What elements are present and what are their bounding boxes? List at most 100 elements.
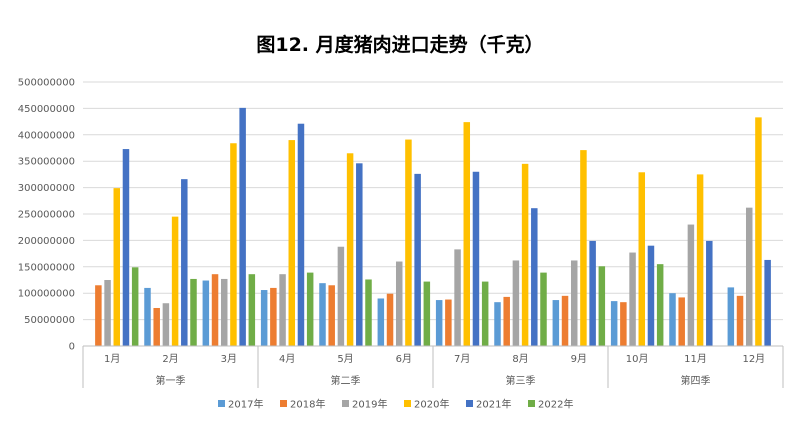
group-label: 第二季 bbox=[331, 374, 361, 387]
legend-label: 2018年 bbox=[290, 398, 325, 411]
x-tick-label: 8月 bbox=[512, 353, 528, 365]
bar bbox=[405, 139, 412, 346]
group-label: 第一季 bbox=[156, 374, 186, 387]
chart-title: 图12. 月度猪肉进口走势（千克） bbox=[256, 34, 544, 56]
bar bbox=[481, 281, 489, 346]
bar bbox=[589, 240, 596, 346]
y-tick-label: 250000000 bbox=[18, 210, 75, 221]
bar bbox=[463, 122, 471, 347]
x-tick-label: 7月 bbox=[454, 353, 470, 365]
bar bbox=[503, 296, 510, 346]
bar bbox=[610, 301, 618, 346]
bar bbox=[647, 245, 655, 346]
bar bbox=[629, 252, 636, 346]
bar bbox=[598, 266, 606, 346]
bar bbox=[540, 272, 547, 346]
y-tick-label: 450000000 bbox=[18, 104, 75, 115]
bar bbox=[638, 172, 646, 346]
bar bbox=[346, 153, 354, 346]
axes: 0 50000000 100000000 150000000 200000000 2500… bbox=[18, 78, 784, 388]
bar bbox=[230, 143, 237, 346]
legend-label: 2017年 bbox=[228, 398, 263, 411]
bar bbox=[755, 117, 762, 346]
bar bbox=[727, 287, 735, 346]
bar bbox=[328, 285, 335, 346]
bar bbox=[95, 285, 102, 346]
bar bbox=[162, 303, 170, 346]
bars bbox=[95, 107, 771, 347]
bar bbox=[356, 163, 363, 346]
bar bbox=[552, 300, 560, 346]
legend-label: 2020年 bbox=[414, 398, 449, 411]
y-tick-label: 400000000 bbox=[18, 130, 75, 141]
bar bbox=[181, 179, 188, 346]
bar bbox=[736, 295, 744, 346]
bar bbox=[319, 283, 326, 346]
bar bbox=[494, 302, 501, 346]
gridlines bbox=[83, 81, 783, 321]
bar bbox=[122, 149, 130, 346]
bar bbox=[386, 293, 394, 346]
bar bbox=[620, 302, 627, 346]
bar bbox=[153, 307, 160, 346]
bar bbox=[306, 272, 314, 346]
x-tick-label: 1月 bbox=[104, 353, 120, 365]
bar bbox=[131, 267, 139, 346]
legend-swatch bbox=[466, 400, 473, 407]
legend-swatch bbox=[280, 400, 287, 407]
bar bbox=[423, 281, 431, 346]
bar bbox=[104, 280, 111, 346]
bar bbox=[512, 260, 520, 346]
x-tick-label: 3月 bbox=[221, 353, 237, 365]
legend-label: 2022年 bbox=[538, 398, 573, 411]
bar bbox=[288, 140, 296, 346]
bar bbox=[531, 208, 538, 346]
bar bbox=[669, 293, 676, 346]
x-tick-label: 6月 bbox=[396, 353, 412, 365]
bar bbox=[395, 261, 403, 346]
bar bbox=[414, 173, 421, 346]
group-label: 第四季 bbox=[681, 374, 711, 387]
bar bbox=[561, 295, 569, 346]
bar bbox=[580, 150, 587, 346]
x-tick-label: 10月 bbox=[626, 353, 649, 365]
bar bbox=[521, 163, 529, 346]
bar bbox=[144, 287, 151, 346]
bar bbox=[745, 207, 753, 346]
legend-label: 2021年 bbox=[476, 398, 511, 411]
bar bbox=[377, 298, 385, 346]
group-label: 第三季 bbox=[506, 374, 536, 387]
bar bbox=[239, 107, 246, 346]
bar bbox=[211, 274, 219, 346]
bar bbox=[678, 297, 685, 346]
bar bbox=[190, 278, 197, 346]
bar bbox=[270, 287, 277, 346]
x-tick-label: 11月 bbox=[684, 353, 707, 365]
bar bbox=[687, 224, 695, 346]
x-tick-label: 12月 bbox=[742, 353, 765, 365]
bar bbox=[656, 264, 664, 346]
bar bbox=[171, 216, 179, 346]
legend: 2017年 2018年 2019年 2020年 2021年 2022年 bbox=[218, 398, 573, 411]
legend-swatch bbox=[404, 400, 411, 407]
y-tick-label: 100000000 bbox=[18, 289, 75, 300]
legend-swatch bbox=[342, 400, 349, 407]
bar bbox=[472, 171, 480, 346]
bar bbox=[337, 246, 345, 346]
bar bbox=[248, 274, 256, 346]
bar bbox=[113, 188, 121, 346]
x-tick-label: 4月 bbox=[279, 353, 295, 365]
bar bbox=[220, 278, 228, 346]
bar bbox=[764, 259, 771, 346]
x-tick-label: 9月 bbox=[571, 353, 587, 365]
legend-label: 2019年 bbox=[352, 398, 387, 411]
x-tick-label: 2月 bbox=[162, 353, 178, 365]
y-tick-label: 0 bbox=[69, 342, 75, 353]
bar bbox=[570, 260, 578, 346]
y-tick-label: 200000000 bbox=[18, 236, 75, 247]
bar bbox=[297, 123, 305, 346]
bar bbox=[435, 300, 443, 346]
legend-swatch bbox=[218, 400, 225, 407]
x-tick-label: 5月 bbox=[337, 353, 353, 365]
